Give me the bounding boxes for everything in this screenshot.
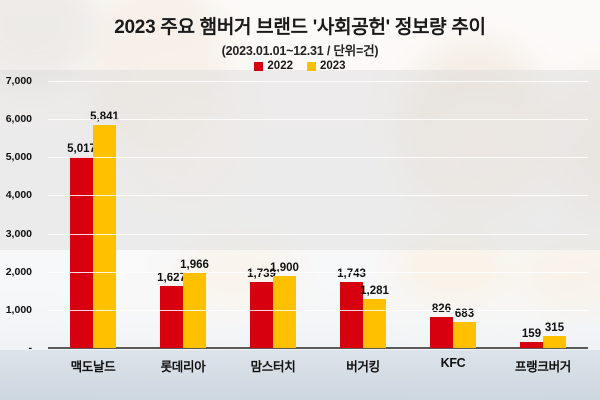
x-axis-label: KFC [440,356,466,370]
bar-value-label: 5,017 [67,142,96,155]
y-axis-tick-label: 6,000 [5,113,32,126]
bar-value-label: 1,900 [270,261,299,274]
legend-label: 2022 [267,60,293,72]
bar-2023[interactable]: 315 [543,322,566,348]
bars: 5,017 5,841 [67,81,119,348]
bar-group: 1,627 1,966 [138,81,228,348]
bar-group: 1,743 1,281 [318,81,408,348]
bar-group: 1,739 1,900 [228,81,318,348]
x-axis-label: 버거킹 [346,360,380,374]
background-bottom-tint [0,350,600,400]
gridline [48,271,588,273]
bar-slot: 5,841 [90,81,119,348]
bar-2022[interactable]: 5,017 [67,143,96,348]
bar-2022[interactable]: 1,627 [157,272,186,348]
bars: 159 315 [520,81,566,348]
bar-2023[interactable]: 1,900 [270,262,299,348]
legend-item-2023[interactable]: 2023 [307,60,346,72]
bar-value-label: 1,743 [337,267,366,280]
bar-2022[interactable]: 1,739 [247,268,276,348]
bar-slot: 5,017 [67,81,96,348]
legend-item-2022[interactable]: 2022 [254,60,293,72]
bar-2022[interactable]: 159 [520,328,543,348]
bar-group: 826 683 [408,81,498,348]
bar-value-label: 1,966 [180,259,209,272]
y-axis-tick-label: 1,000 [5,303,32,316]
x-axis-labels: 맥도날드 롯데리아 맘스터치 버거킹 KFC 프랭크버거 [48,356,588,375]
bar-value-label: 1,281 [360,285,389,298]
bar-slot: 683 [453,81,476,348]
y-axis-tick-label: 7,000 [5,75,32,87]
legend-label: 2023 [320,60,346,72]
plot-area: 5,017 5,841 1,627 1,966 1,739 1,900 1,743 1,281… [6,75,588,354]
bar-slot: 1,966 [180,81,209,348]
bar-slot: 315 [543,81,566,348]
bar-value-label: 1,627 [157,271,186,284]
y-axis-tick-label: 3,000 [5,227,32,240]
x-axis-label: 롯데리아 [160,360,206,374]
bar-value-label: 5,841 [90,111,119,124]
bar-slot: 1,627 [157,81,186,348]
bar-value-label: 826 [431,302,452,315]
gridline [48,233,588,235]
bars: 826 683 [430,81,476,348]
gridline [48,195,588,197]
gridline [48,157,588,159]
bar-group: 5,017 5,841 [48,81,138,348]
bar-2022[interactable]: 826 [430,303,453,348]
bars: 1,627 1,966 [157,81,209,348]
chart-subtitle: (2023.01.01~12.31 / 단위=건) [221,44,379,58]
bar-slot: 1,900 [270,81,299,348]
legend-swatch-icon [307,61,316,71]
chart-legend: 2022 2023 [0,60,600,72]
x-axis-label: 프랭크버거 [514,360,571,374]
bar-slot: 1,739 [247,81,276,348]
chart-title: 2023 주요 햄버거 브랜드 '사회공헌' 정보량 추이 [114,17,486,38]
bar-2023[interactable]: 683 [453,308,476,348]
bar-value-label: 1,739 [247,267,276,280]
bar-value-label: 159 [521,327,542,340]
gridline [48,81,588,82]
bar-2023[interactable]: 1,281 [360,285,389,348]
y-axis-tick-label: 2,000 [5,265,32,278]
x-axis-label: 맘스터치 [250,360,296,374]
bar-2022[interactable]: 1,743 [337,268,366,348]
bars: 1,739 1,900 [247,81,299,348]
bar-group: 159 315 [498,81,588,348]
gridline [48,119,588,121]
bar-value-label: 683 [454,307,475,320]
bar-slot: 1,743 [337,81,366,348]
y-axis-tick-label: - [28,342,33,354]
legend-swatch-icon [254,61,264,71]
bar-value-label: 315 [544,322,565,334]
bar-2023[interactable]: 5,841 [90,111,119,348]
x-axis-label: 맥도날드 [70,360,116,374]
bar-slot: 826 [430,81,453,348]
bar-slot: 159 [520,81,543,348]
bar-groups: 5,017 5,841 1,627 1,966 1,739 1,900 1,743 1,281… [48,81,588,348]
x-axis-line [48,347,588,349]
y-axis-tick-label: 4,000 [5,189,32,202]
bar-slot: 1,281 [360,81,389,348]
gridline [48,309,588,311]
y-axis-tick-label: 5,000 [5,151,32,164]
bars: 1,743 1,281 [337,81,389,348]
